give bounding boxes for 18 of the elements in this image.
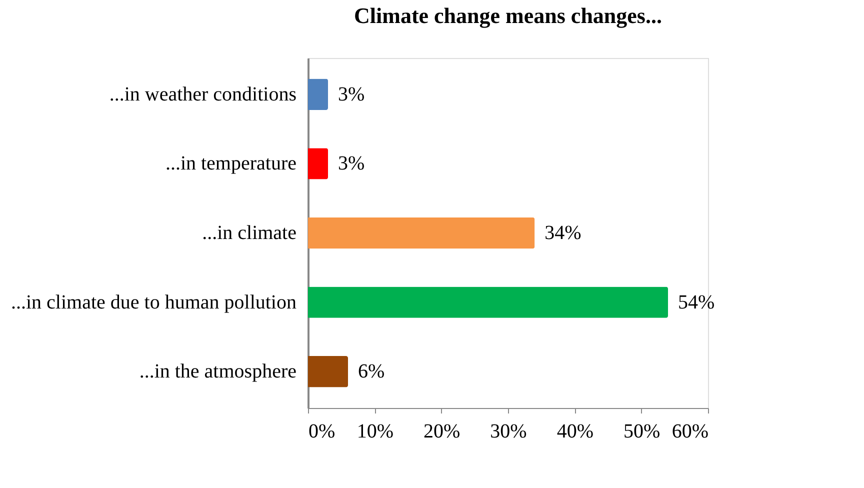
x-tick-label: 60% bbox=[672, 420, 708, 442]
data-label: 3% bbox=[338, 83, 365, 106]
data-label: 54% bbox=[678, 291, 715, 314]
x-tick-label: 0% bbox=[308, 420, 336, 442]
data-label: 34% bbox=[544, 222, 582, 244]
x-tick-label: 50% bbox=[623, 420, 660, 442]
x-tick-label: 30% bbox=[490, 420, 527, 442]
y-tick-label: ...in climate bbox=[202, 222, 297, 244]
data-label: 6% bbox=[358, 360, 385, 383]
x-tick-label: 40% bbox=[556, 420, 594, 442]
x-tick-label: 10% bbox=[356, 420, 394, 442]
data-label: 3% bbox=[338, 152, 365, 175]
x-tick-label: 20% bbox=[423, 420, 460, 442]
y-tick-label: ...in climate due to human pollution bbox=[10, 291, 296, 314]
y-tick-label: ...in the atmosphere bbox=[139, 360, 297, 383]
chart-title: Climate change means changes... bbox=[354, 3, 662, 28]
y-tick-label: ...in temperature bbox=[165, 152, 297, 175]
y-tick-label: ...in weather conditions bbox=[109, 83, 297, 106]
